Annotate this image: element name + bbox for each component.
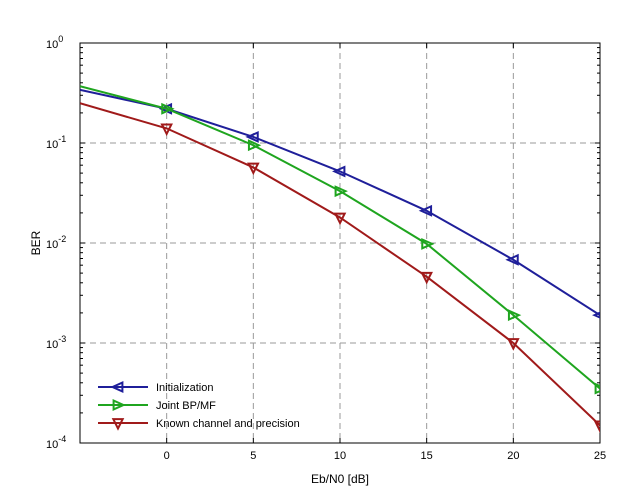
- data-point-marker: [247, 162, 260, 176]
- legend-label: Known channel and precision: [156, 418, 300, 430]
- y-tick-label: 10-2: [46, 234, 66, 251]
- x-axis-label: Eb/N0 [dB]: [311, 472, 369, 486]
- legend-item: Known channel and precision: [98, 418, 300, 431]
- series-line: [80, 102, 600, 427]
- legend: Initialization Joint BP/MF Known channel a…: [98, 381, 300, 431]
- legend-marker: [111, 418, 125, 431]
- data-point-marker: [418, 204, 433, 217]
- data-point-marker: [160, 123, 173, 137]
- data-point-marker: [421, 237, 435, 250]
- legend-item: Joint BP/MF: [98, 399, 216, 412]
- data-point-marker: [161, 102, 175, 115]
- series-2: [80, 85, 600, 395]
- series-line: [80, 85, 600, 390]
- x-tick-label: 20: [507, 450, 519, 462]
- data-point-marker: [505, 253, 519, 266]
- x-tick-label: 15: [421, 450, 433, 462]
- y-axis-label: BER: [29, 230, 43, 255]
- y-tick-label: 10-3: [46, 334, 66, 351]
- data-point-marker: [332, 165, 346, 178]
- y-tick-label: 10-4: [46, 434, 66, 451]
- data-point-marker: [594, 382, 600, 395]
- data-point-marker: [334, 185, 348, 198]
- data-point-marker: [333, 212, 347, 226]
- data-point-marker: [507, 338, 520, 351]
- data-point-marker: [507, 309, 522, 322]
- legend-item: Initialization: [98, 381, 213, 394]
- y-tick-label: 100: [46, 34, 63, 51]
- data-point-marker: [420, 271, 433, 285]
- x-tick-label: 5: [250, 450, 256, 462]
- legend-label: Joint BP/MF: [156, 400, 216, 412]
- y-tick-label: 10-1: [46, 134, 66, 151]
- data-point-marker: [245, 130, 259, 143]
- data-point-marker: [247, 139, 262, 152]
- legend-marker: [110, 381, 124, 393]
- series-group: [80, 85, 600, 434]
- axis-ticks: 0 5 10 15 20 25 100 10-1 10-2 10-3 10-4: [46, 34, 606, 462]
- data-point-marker: [593, 420, 600, 434]
- x-tick-label: 25: [594, 450, 606, 462]
- series-3: [80, 102, 600, 434]
- legend-marker: [112, 399, 126, 411]
- x-tick-label: 0: [164, 450, 170, 462]
- legend-label: Initialization: [156, 382, 213, 394]
- data-point-marker: [592, 311, 600, 319]
- x-tick-label: 10: [334, 450, 346, 462]
